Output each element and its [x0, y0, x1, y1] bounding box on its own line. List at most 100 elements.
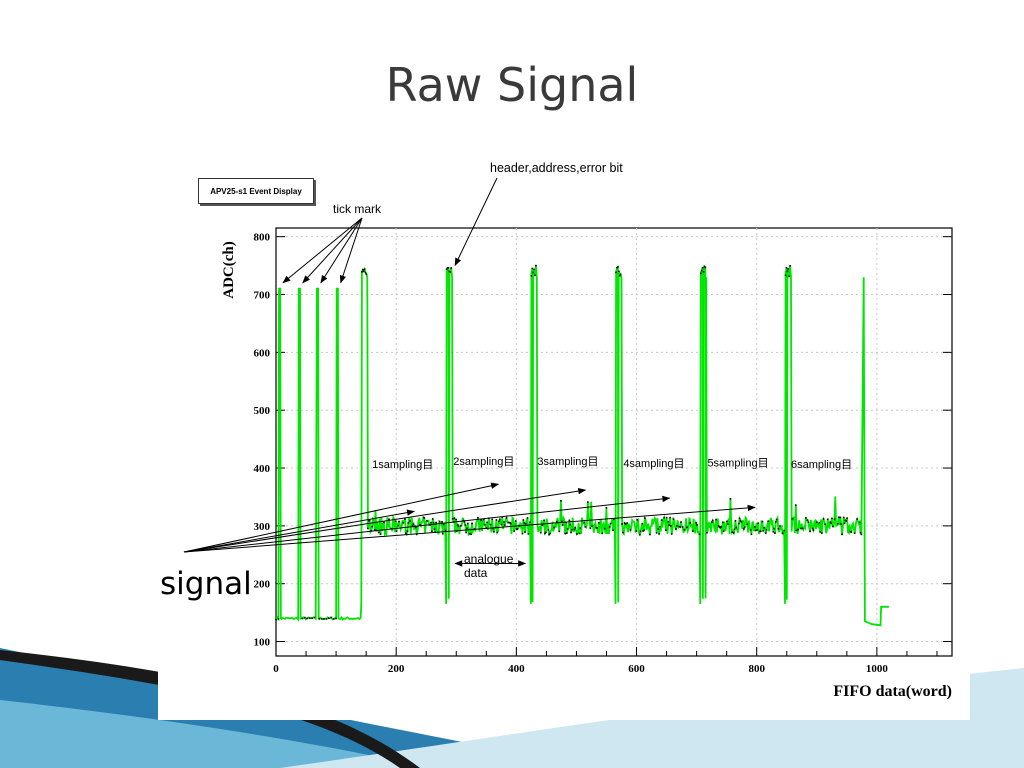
- y-axis-label: ADC(ch): [221, 241, 237, 299]
- signal-point: [691, 530, 694, 532]
- signal-point: [641, 522, 644, 525]
- signal-point: [781, 532, 784, 535]
- signal-point: [323, 618, 325, 620]
- signal-point: [753, 525, 756, 528]
- signal-point: [756, 529, 759, 531]
- signal-point: [856, 518, 858, 520]
- signal-point: [480, 519, 483, 521]
- signal-point: [596, 527, 598, 529]
- signal-point: [739, 519, 742, 522]
- signal-point: [837, 522, 839, 525]
- signal-point: [679, 526, 681, 528]
- signal-point: [618, 270, 620, 273]
- signal-point: [313, 616, 316, 619]
- signal-point: [860, 533, 863, 536]
- signal-point: [500, 523, 503, 526]
- header-arrow: [454, 177, 498, 267]
- signal-point: [811, 527, 814, 530]
- signal-point: [669, 516, 671, 519]
- signal-point: [548, 533, 550, 536]
- signal-point: [364, 271, 367, 274]
- signal-point: [493, 531, 495, 533]
- x-tick-label: 600: [628, 663, 645, 675]
- signal-point: [696, 524, 698, 526]
- signal-point: [807, 521, 810, 524]
- signal-point: [561, 524, 564, 526]
- signal-point: [553, 526, 556, 529]
- signal-point: [764, 532, 767, 534]
- signal-point: [482, 518, 485, 521]
- signal-point: [464, 524, 467, 526]
- signal-point: [729, 498, 732, 500]
- signal-point: [805, 517, 807, 519]
- signal-point: [432, 521, 435, 524]
- signal-point: [830, 522, 832, 525]
- signal-arrow: [183, 504, 756, 553]
- signal-point: [702, 271, 705, 273]
- signal-point: [831, 517, 833, 520]
- sampling-label-3: 3sampling目: [537, 456, 598, 468]
- signal-point: [843, 522, 846, 525]
- signal-point: [746, 523, 749, 526]
- signal-point: [754, 529, 757, 532]
- signal-point: [498, 518, 501, 521]
- tick-mark-annotation: tick mark: [333, 202, 382, 216]
- signal-point: [761, 520, 764, 523]
- signal-point: [675, 525, 678, 527]
- y-tick-label: 500: [254, 405, 271, 417]
- signal-point: [759, 530, 762, 533]
- signal-point: [858, 521, 861, 524]
- series-signal: [275, 264, 889, 627]
- signal-point: [583, 521, 586, 524]
- signal-point: [442, 532, 444, 535]
- signal-point: [683, 528, 686, 531]
- signal-point: [449, 271, 452, 274]
- signal-point: [430, 521, 432, 524]
- signal-point: [608, 526, 611, 528]
- signal-point: [301, 617, 304, 620]
- signal-point: [767, 520, 770, 522]
- signal-point: [774, 532, 776, 534]
- signal-point: [365, 273, 368, 276]
- signal-point: [470, 533, 472, 536]
- signal-point: [731, 531, 733, 534]
- signal-point: [787, 268, 790, 270]
- signal-point: [842, 516, 845, 519]
- signal-point: [775, 521, 777, 523]
- signal-point: [574, 526, 577, 529]
- signal-point: [757, 522, 759, 524]
- signal-point: [547, 528, 550, 531]
- signal-point: [560, 520, 563, 523]
- signal-point: [498, 520, 500, 523]
- signal-point: [529, 521, 531, 524]
- y-tick-label: 800: [254, 232, 271, 244]
- signal-point: [584, 525, 587, 528]
- signal-point: [763, 526, 765, 529]
- signal-point: [395, 530, 398, 533]
- signal-point: [544, 532, 546, 535]
- signal-point: [438, 520, 441, 523]
- signal-point: [526, 517, 529, 519]
- signal-point: [784, 274, 787, 277]
- y-tick-label: 300: [254, 521, 271, 533]
- signal-point: [448, 270, 451, 273]
- signal-point: [406, 530, 409, 533]
- signal-point: [621, 523, 623, 525]
- signal-point: [845, 520, 848, 522]
- signal-point: [659, 525, 661, 528]
- signal-point: [788, 275, 790, 278]
- signal-point: [501, 516, 504, 519]
- signal-point: [412, 523, 415, 525]
- signal-point: [453, 517, 456, 519]
- signal-point: [325, 618, 328, 620]
- signal-point: [579, 527, 582, 529]
- signal-point: [564, 532, 566, 535]
- signal-point: [471, 522, 473, 525]
- signal-point: [515, 528, 518, 531]
- signal-point: [507, 521, 509, 524]
- signal-point: [544, 531, 547, 534]
- signal-point: [467, 522, 469, 525]
- signal-arrow: [183, 482, 500, 553]
- signal-point: [701, 266, 704, 269]
- signal-point: [431, 518, 434, 520]
